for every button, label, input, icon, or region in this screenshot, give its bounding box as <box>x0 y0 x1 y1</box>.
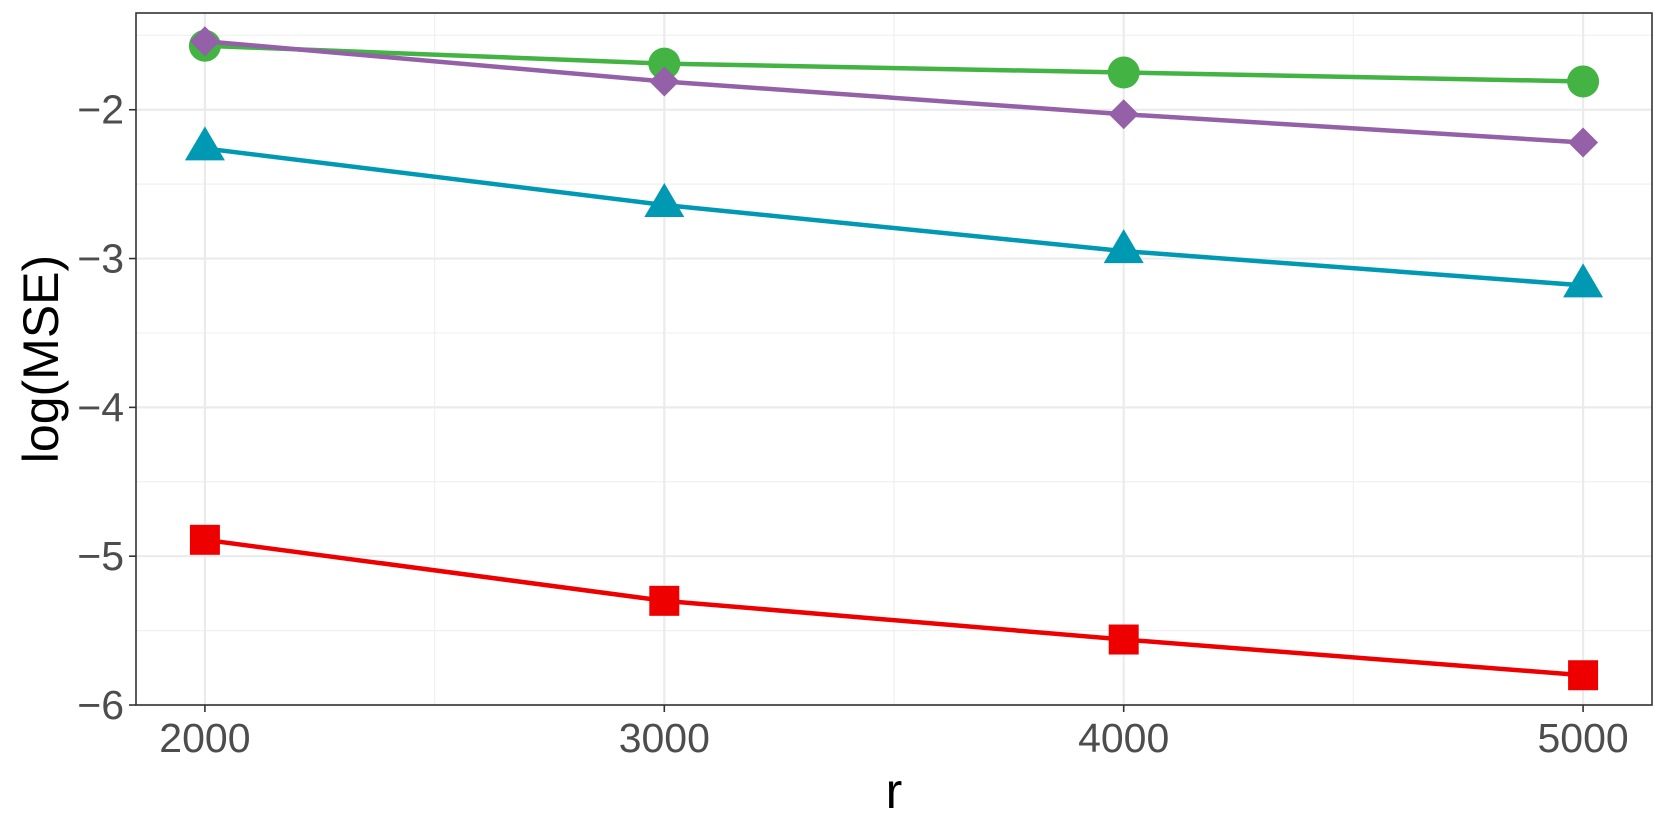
series-triangle <box>184 126 1604 298</box>
y-axis-title: log(MSE) <box>13 255 69 463</box>
plot-border <box>135 12 1653 706</box>
y-axis: −6 −5 −4 −3 −2 <box>77 87 136 728</box>
data-point <box>649 585 680 616</box>
x-tick-label: 5000 <box>1537 715 1628 761</box>
x-tick-label: 4000 <box>1078 715 1169 761</box>
x-tick-label: 2000 <box>159 715 250 761</box>
y-tick-label: −3 <box>77 236 124 282</box>
grid-layer <box>136 13 1652 707</box>
y-tick-label: −6 <box>77 682 124 728</box>
x-axis: 2000 3000 4000 5000 <box>159 705 1629 761</box>
data-point <box>644 182 685 217</box>
data-point <box>184 126 225 161</box>
series-layer <box>184 26 1604 691</box>
data-point <box>1563 263 1604 298</box>
data-point <box>1108 624 1139 655</box>
data-point <box>189 524 220 555</box>
y-tick-label: −4 <box>77 384 124 430</box>
data-point <box>1568 127 1599 158</box>
series-line <box>204 39 1584 145</box>
data-point <box>1103 229 1144 264</box>
data-point <box>1107 56 1140 89</box>
series-square <box>189 524 1599 691</box>
data-point <box>649 66 680 97</box>
data-point <box>1567 65 1600 98</box>
data-point <box>648 47 681 80</box>
data-point <box>1108 99 1139 130</box>
y-tick-label: −5 <box>77 533 124 579</box>
data-point <box>1568 660 1599 691</box>
series-line <box>204 43 1584 84</box>
series-diamond <box>189 26 1599 158</box>
series-line <box>204 537 1584 678</box>
data-point <box>189 26 220 57</box>
x-axis-title: r <box>886 763 903 819</box>
x-tick-label: 3000 <box>619 715 710 761</box>
series-line <box>204 146 1584 288</box>
y-tick-label: −2 <box>77 87 124 133</box>
